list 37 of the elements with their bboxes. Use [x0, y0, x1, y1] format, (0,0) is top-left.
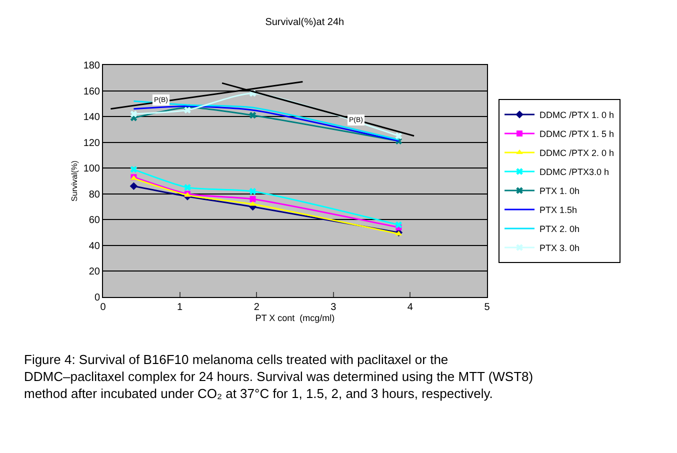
point [395, 221, 402, 228]
point [395, 132, 402, 140]
legend-label: DDMC /PTX 1. 5 h [540, 129, 614, 140]
y-tick-label: 0 [94, 292, 100, 304]
x-axis-title: PT X cont (mcg/ml) [255, 313, 335, 323]
y-tick-label: 180 [83, 60, 100, 72]
y-tick-label: 100 [83, 164, 100, 175]
y-tick-label: 60 [88, 215, 100, 226]
point [250, 196, 256, 202]
point [130, 166, 138, 173]
legend-label: DDMC /PTX 1. 0 h [540, 110, 614, 120]
y-tick-label: 80 [88, 189, 100, 200]
legend-label: DDMC /PTX3.0 h [540, 167, 610, 178]
point [249, 112, 256, 119]
y-axis-title: Survival(%) [70, 160, 80, 202]
x-tick-label: 5 [484, 302, 490, 313]
point [249, 188, 256, 195]
y-tick-label: 140 [83, 112, 100, 124]
y-tick-label: 120 [83, 138, 100, 149]
x-tick-label: 3 [330, 302, 337, 313]
legend-label: PTX 1. 0h [540, 186, 580, 196]
x-tick-label: 4 [407, 302, 414, 313]
legend-label: PTX 1.5h [540, 205, 578, 216]
point [184, 106, 191, 114]
y-tick-label: 20 [88, 266, 100, 278]
point [130, 110, 138, 118]
legend-label: PTX 3. 0h [540, 243, 580, 254]
x-tick-label: 2 [254, 302, 260, 313]
point [130, 182, 138, 190]
chart-title: Survival(%)at 24h [265, 17, 344, 28]
y-tick-label: 160 [83, 86, 100, 98]
x-tick-label: 1 [177, 302, 184, 313]
caption: Figure 4: Survival of B16F10 melanoma cells treated with paclitaxel or the DDMC–paclitaxel complex for 24 hours. Survival was determined using the MTT (WST8) method after incubated under CO₂ at 37°C for 1, 1.5, 2, and 3 hours, respectively. [24, 352, 534, 401]
legend-label: DDMC /PTX 2. 0 h [540, 148, 614, 158]
legend-label: PTX 2. 0h [540, 224, 580, 234]
point [184, 184, 191, 191]
y-tick-label: 40 [88, 240, 100, 252]
